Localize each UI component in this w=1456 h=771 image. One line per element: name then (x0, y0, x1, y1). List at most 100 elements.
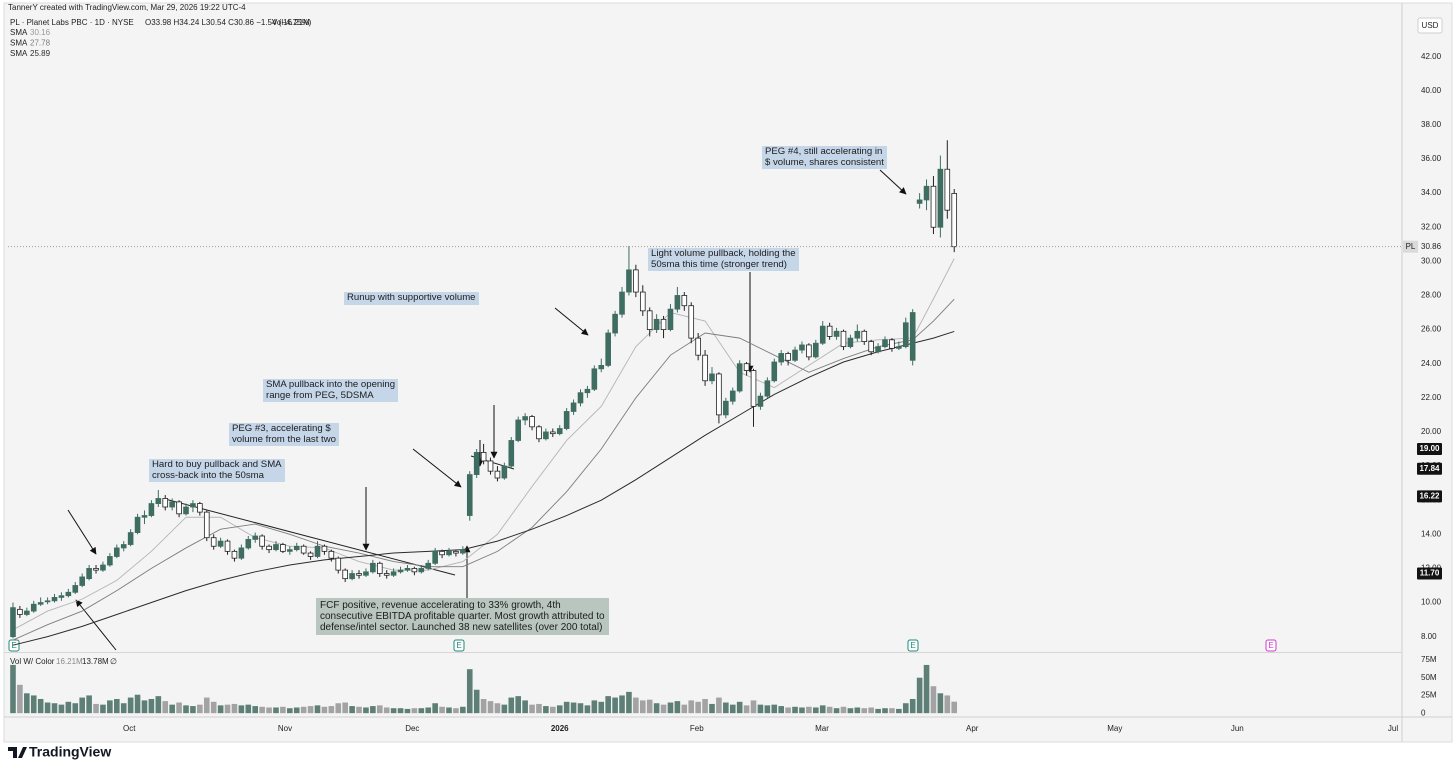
volume-bar (674, 701, 681, 714)
candle-body (231, 550, 238, 559)
volume-bar (134, 694, 141, 714)
volume-bar (224, 704, 231, 714)
volume-bar (494, 703, 501, 714)
candle-body (224, 540, 231, 552)
volume-bar (65, 701, 72, 714)
candle-body (51, 597, 58, 602)
volume-bar (750, 700, 757, 714)
candle-body (10, 607, 16, 638)
volume-bar (72, 703, 79, 714)
candle-body (487, 460, 494, 472)
volume-bars (10, 664, 958, 714)
volume-bar (771, 704, 778, 714)
volume-bar (536, 703, 542, 714)
y-tick-label: 42.00 (1421, 52, 1442, 61)
y-tick-label: 20.00 (1421, 427, 1442, 436)
arrow (879, 169, 907, 195)
candle-body (896, 346, 902, 349)
candle-body (522, 416, 528, 421)
candle-body (197, 503, 203, 513)
y-tick-label: 40.00 (1421, 86, 1442, 95)
candle-body (376, 562, 383, 574)
candle-body (155, 498, 162, 504)
candle-body (667, 308, 674, 330)
candle-body (882, 339, 888, 348)
volume-bar (543, 706, 549, 714)
volume-bar (17, 684, 23, 714)
volume-bar (287, 708, 293, 714)
candle-body (425, 562, 432, 569)
annotation: FCF positive, revenue accelerating to 33… (316, 598, 609, 635)
candle-body (280, 544, 286, 552)
candle-body (162, 498, 169, 508)
candle-body (729, 390, 736, 402)
candle-body (743, 363, 750, 371)
volume-bar (833, 708, 840, 714)
candle-body (293, 545, 300, 551)
volume-bar (245, 704, 252, 714)
candle-body (473, 452, 480, 475)
volume-bar (667, 702, 674, 714)
candle-body (909, 312, 916, 361)
earnings-events: E E E E (8, 639, 1277, 652)
volume-bar (473, 689, 480, 714)
volume-bar (210, 701, 217, 714)
volume-legend-value: ∅ (110, 657, 117, 666)
credit: TannerY created with TradingView.com, Ma… (8, 3, 246, 12)
candle-body (813, 342, 819, 358)
candle-body (861, 330, 868, 342)
event: E (907, 639, 919, 652)
annotation: SMA pullback into the opening range from … (263, 379, 399, 402)
candle-body (508, 440, 515, 467)
candle-body (266, 545, 272, 551)
candle-body (480, 452, 487, 462)
candle-body (30, 603, 37, 612)
candle-body (757, 395, 764, 407)
candle-body (750, 370, 757, 407)
volume-bar (688, 700, 695, 714)
arrow (67, 509, 97, 555)
candle-body (259, 535, 265, 547)
candle-body (799, 344, 805, 351)
volume-bar (127, 697, 134, 714)
volume-bar (44, 702, 51, 714)
volume-bar (466, 669, 473, 714)
candle-body (930, 185, 937, 228)
candle-body (238, 547, 245, 559)
price-tag-label: 19.00 (1419, 444, 1440, 453)
x-tick-label: May (1107, 724, 1122, 733)
volume-bar (446, 707, 452, 714)
candle-body (916, 199, 923, 204)
volume-bar (203, 697, 210, 714)
volume-bar (591, 700, 598, 714)
sma-line (12, 298, 955, 641)
volume-bar (100, 704, 106, 714)
candle-body (439, 550, 445, 556)
candle-body (183, 506, 189, 515)
candle-body (321, 545, 328, 552)
x-tick-label: Feb (690, 724, 704, 733)
volume-bar (314, 705, 321, 714)
candle-body (300, 545, 307, 554)
volume-bar (937, 693, 944, 714)
volume-bar (729, 704, 736, 714)
candle-body (688, 305, 695, 339)
annotation-line: range from PEG, 5DSMA (266, 389, 374, 401)
sma-legend-value: 30.16 (30, 28, 51, 37)
volume-bar (605, 696, 611, 714)
candle-body (536, 426, 542, 440)
y-tick-label: 22.00 (1421, 393, 1442, 402)
volume-bar (909, 698, 916, 714)
volume-bar (376, 705, 383, 714)
candle-body (418, 568, 425, 573)
candle-body (660, 318, 667, 330)
volume-bar (328, 706, 335, 714)
annotation-line: consecutive EBITDA profitable quarter. M… (320, 611, 605, 622)
annotation-line: Hard to buy pullback and SMA (152, 459, 282, 470)
volume-bar (716, 697, 722, 714)
candle-body (868, 341, 874, 353)
volume-bar (363, 707, 369, 714)
candle-body (612, 313, 618, 334)
volume-legend-value: 13.78M (82, 657, 109, 666)
